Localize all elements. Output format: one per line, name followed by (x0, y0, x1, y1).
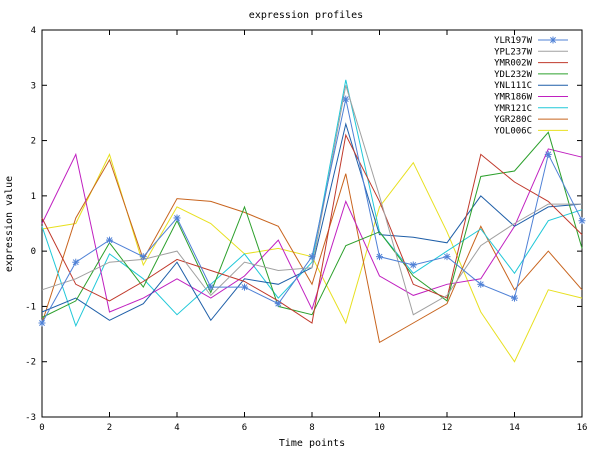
y-tick-label: 2 (31, 137, 36, 147)
x-axis-label: Time points (279, 438, 345, 449)
data-point-marker (72, 258, 80, 266)
x-tick-label: 16 (577, 423, 588, 433)
legend-label: YMR121C (494, 104, 532, 114)
data-point-marker (139, 253, 147, 261)
x-tick-label: 8 (309, 423, 314, 433)
y-tick-label: 1 (31, 192, 36, 202)
x-tick-label: 14 (509, 423, 520, 433)
series-line-ymr186w (41, 148, 583, 313)
legend-label: YGR280C (494, 115, 532, 125)
data-point-marker (578, 217, 586, 225)
legend-label: YLR197W (494, 36, 533, 46)
x-tick-label: 0 (39, 423, 44, 433)
series-line-ymr121c (41, 79, 583, 328)
data-point-marker (443, 253, 451, 261)
data-point-marker (342, 95, 350, 103)
data-point-marker (549, 36, 557, 44)
x-tick-label: 10 (374, 423, 385, 433)
legend-label: YNL111C (494, 81, 532, 91)
data-point-marker (38, 319, 46, 327)
data-point-marker (173, 214, 181, 222)
y-tick-label: -1 (25, 302, 36, 312)
data-point-marker (409, 261, 417, 269)
x-tick-label: 4 (174, 423, 179, 433)
y-tick-label: -2 (25, 358, 36, 368)
data-point-marker (207, 283, 215, 291)
y-axis-ticks: -3 -2 -1 0 1 2 3 4 (25, 26, 582, 423)
data-point-marker (544, 150, 552, 158)
data-point-marker (106, 236, 113, 244)
data-point-marker (241, 283, 248, 291)
data-point-marker (477, 280, 485, 288)
legend-label: YMR186W (494, 93, 533, 103)
data-point-marker (511, 294, 518, 302)
legend-label: YOL006C (494, 126, 532, 136)
series-line-ynl111c (41, 122, 583, 322)
x-tick-label: 12 (442, 423, 453, 433)
legend-label: YDL232W (494, 70, 533, 80)
y-tick-label: 0 (31, 247, 36, 257)
series-layer (38, 79, 586, 363)
y-tick-label: 3 (31, 81, 36, 91)
data-point-marker (376, 253, 383, 261)
y-tick-label: 4 (31, 26, 36, 36)
series-line-ydl232w (41, 131, 583, 318)
series-line-ygr280c (41, 158, 583, 344)
legend-label: YPL237W (494, 47, 533, 57)
legend-label: YMR002W (494, 59, 533, 69)
x-tick-label: 2 (107, 423, 112, 433)
y-tick-label: -3 (25, 413, 36, 423)
series-line-ypl237w (41, 85, 582, 316)
data-point-marker (274, 300, 282, 308)
data-point-marker (308, 253, 316, 261)
y-axis-label: expression value (4, 176, 15, 272)
chart-title: expression profiles (249, 10, 363, 21)
x-axis-ticks: 0 2 4 6 8 10 12 14 16 (39, 30, 587, 433)
x-tick-label: 6 (242, 423, 247, 433)
series-line-ymr002w (41, 133, 583, 324)
